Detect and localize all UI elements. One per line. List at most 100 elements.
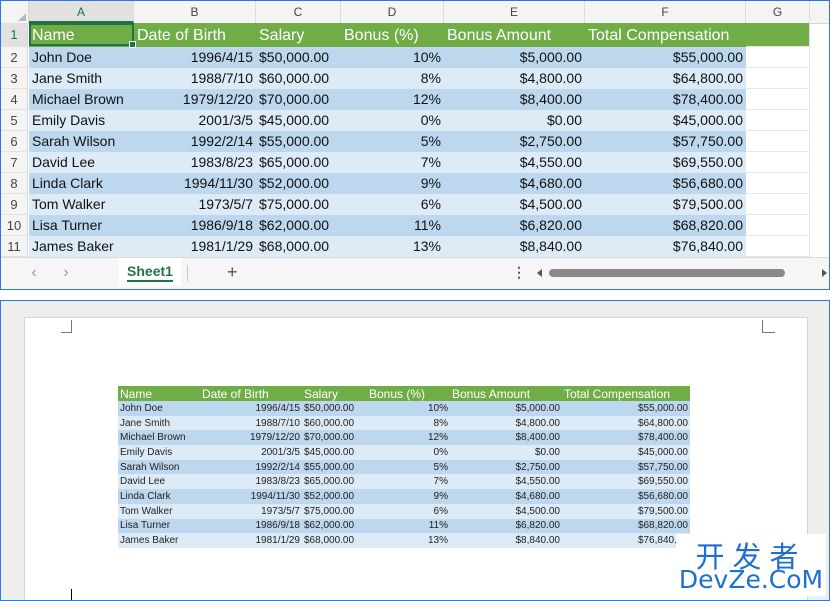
header-cell[interactable]: Salary	[256, 23, 341, 47]
prev-sheet-button[interactable]: ‹	[31, 264, 37, 281]
table-cell[interactable]: $56,680.00	[562, 489, 690, 504]
column-header-e[interactable]: E	[444, 1, 585, 23]
cell[interactable]: John Doe	[29, 47, 134, 68]
cell[interactable]: $55,000.00	[256, 131, 341, 152]
table-cell[interactable]: 1994/11/30	[200, 489, 302, 504]
row-header[interactable]: 10	[1, 215, 28, 236]
row-header[interactable]: 11	[1, 236, 28, 257]
table-cell[interactable]: 1979/12/20	[200, 430, 302, 446]
table-header-cell[interactable]: Total Compensation	[562, 386, 690, 401]
cell[interactable]: $52,000.00	[256, 173, 341, 194]
table-header-cell[interactable]: Date of Birth	[200, 386, 302, 401]
table-cell[interactable]: $79,500.00	[562, 503, 690, 519]
table-cell[interactable]: $52,000.00	[302, 489, 367, 504]
table-cell[interactable]: $55,000.00	[302, 459, 367, 475]
cell[interactable]: David Lee	[29, 152, 134, 173]
row-header[interactable]: 4	[1, 89, 28, 110]
table-cell[interactable]: 0%	[367, 445, 450, 460]
cell[interactable]: 1981/1/29	[134, 236, 256, 257]
column-header-d[interactable]: D	[341, 1, 444, 23]
add-sheet-button[interactable]: +	[227, 262, 238, 282]
empty-cell[interactable]	[746, 173, 810, 194]
header-cell[interactable]: Date of Birth	[134, 23, 256, 47]
cell[interactable]: $45,000.00	[256, 110, 341, 131]
table-cell[interactable]: $50,000.00	[302, 401, 367, 416]
cell[interactable]: 6%	[341, 194, 444, 215]
cell[interactable]: 8%	[341, 68, 444, 89]
table-cell[interactable]: Jane Smith	[118, 415, 200, 431]
document-table[interactable]: Name Date of Birth Salary Bonus (%) Bonus Am…	[118, 386, 690, 548]
cell[interactable]: $6,820.00	[444, 215, 585, 236]
table-cell[interactable]: 1996/4/15	[200, 401, 302, 416]
table-cell[interactable]: $8,840.00	[450, 533, 562, 548]
cell[interactable]: Linda Clark	[29, 173, 134, 194]
cell[interactable]: 0%	[341, 110, 444, 131]
cell[interactable]: 11%	[341, 215, 444, 236]
table-cell[interactable]: 2001/3/5	[200, 445, 302, 460]
column-header-f[interactable]: F	[585, 1, 746, 23]
column-header-c[interactable]: C	[256, 1, 341, 23]
row-header[interactable]: 7	[1, 152, 28, 173]
table-cell[interactable]: $76,840.00	[562, 533, 690, 548]
table-cell[interactable]: Sarah Wilson	[118, 459, 200, 475]
table-cell[interactable]: John Doe	[118, 401, 200, 416]
cell[interactable]: $4,800.00	[444, 68, 585, 89]
table-cell[interactable]: 1992/2/14	[200, 459, 302, 475]
empty-cell[interactable]	[746, 215, 810, 236]
cell[interactable]: Emily Davis	[29, 110, 134, 131]
cell[interactable]: 1996/4/15	[134, 47, 256, 68]
scroll-right-icon[interactable]	[822, 269, 827, 277]
table-cell[interactable]: $57,750.00	[562, 459, 690, 475]
cell[interactable]: Sarah Wilson	[29, 131, 134, 152]
horizontal-scrollbar[interactable]	[549, 269, 785, 277]
cell[interactable]: $69,550.00	[585, 152, 746, 173]
column-header-b[interactable]: B	[134, 1, 256, 23]
table-cell[interactable]: $68,000.00	[302, 533, 367, 548]
empty-cell[interactable]	[746, 236, 810, 257]
cell[interactable]: $4,500.00	[444, 194, 585, 215]
table-cell[interactable]: 7%	[367, 474, 450, 490]
empty-cell[interactable]	[746, 194, 810, 215]
table-cell[interactable]: 1986/9/18	[200, 518, 302, 534]
table-cell[interactable]: James Baker	[118, 533, 200, 548]
table-cell[interactable]: $2,750.00	[450, 459, 562, 475]
cell[interactable]: $79,500.00	[585, 194, 746, 215]
table-cell[interactable]: $8,400.00	[450, 430, 562, 446]
table-cell[interactable]: $70,000.00	[302, 430, 367, 446]
header-cell[interactable]: Total Compensation	[585, 23, 746, 47]
table-cell[interactable]: Tom Walker	[118, 503, 200, 519]
cell[interactable]: 9%	[341, 173, 444, 194]
scroll-left-icon[interactable]	[537, 269, 542, 277]
table-cell[interactable]: 5%	[367, 459, 450, 475]
more-options-icon[interactable]: ⋮	[512, 264, 526, 280]
empty-cell[interactable]	[746, 152, 810, 173]
cell[interactable]: 2001/3/5	[134, 110, 256, 131]
table-header-cell[interactable]: Bonus (%)	[367, 386, 450, 401]
table-cell[interactable]: David Lee	[118, 474, 200, 490]
table-cell[interactable]: $4,680.00	[450, 489, 562, 504]
cell[interactable]: $76,840.00	[585, 236, 746, 257]
cell[interactable]: Lisa Turner	[29, 215, 134, 236]
table-cell[interactable]: $45,000.00	[562, 445, 690, 460]
row-header[interactable]: 2	[1, 47, 28, 68]
table-cell[interactable]: $68,820.00	[562, 518, 690, 534]
cell[interactable]: $2,750.00	[444, 131, 585, 152]
empty-cell[interactable]	[746, 47, 810, 68]
empty-cell[interactable]	[746, 131, 810, 152]
cell[interactable]: $75,000.00	[256, 194, 341, 215]
header-cell[interactable]: Bonus (%)	[341, 23, 444, 47]
cell[interactable]: 7%	[341, 152, 444, 173]
table-cell[interactable]: Emily Davis	[118, 445, 200, 460]
column-header-a[interactable]: A	[29, 1, 134, 23]
cell[interactable]: 12%	[341, 89, 444, 110]
header-cell[interactable]: Bonus Amount	[444, 23, 585, 47]
table-header-cell[interactable]: Bonus Amount	[450, 386, 562, 401]
cell[interactable]: $64,800.00	[585, 68, 746, 89]
empty-cell[interactable]	[746, 68, 810, 89]
table-cell[interactable]: 11%	[367, 518, 450, 534]
table-cell[interactable]: Linda Clark	[118, 489, 200, 504]
sheet-tab-sheet1[interactable]: Sheet1	[119, 258, 181, 286]
cell[interactable]: $57,750.00	[585, 131, 746, 152]
cell[interactable]: $4,680.00	[444, 173, 585, 194]
cell[interactable]: $78,400.00	[585, 89, 746, 110]
